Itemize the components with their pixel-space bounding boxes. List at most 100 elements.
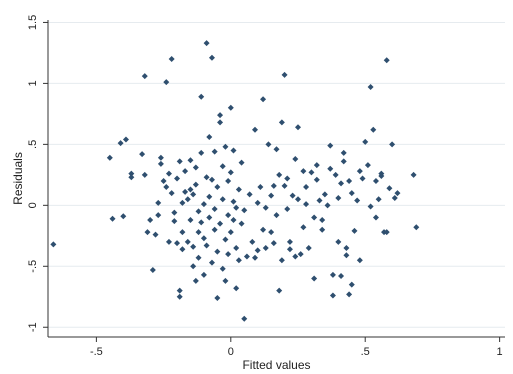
data-point — [270, 240, 277, 247]
data-point — [270, 182, 277, 189]
data-point — [208, 259, 215, 266]
data-point — [219, 163, 226, 170]
data-point — [281, 71, 288, 78]
data-point — [208, 54, 215, 61]
data-point — [251, 126, 258, 133]
data-point — [340, 149, 347, 156]
data-point — [297, 251, 304, 258]
data-point — [225, 212, 232, 219]
data-point — [313, 176, 320, 183]
data-point — [157, 154, 164, 161]
y-tick-label: 1.5 — [27, 15, 39, 30]
data-point — [311, 275, 318, 282]
data-point — [278, 119, 285, 126]
data-point — [276, 171, 283, 178]
data-point — [106, 154, 113, 161]
data-point — [227, 169, 234, 176]
data-point — [354, 197, 361, 204]
data-point — [174, 175, 181, 182]
data-point — [217, 112, 224, 119]
data-point — [187, 216, 194, 223]
data-point — [260, 96, 267, 103]
data-point — [340, 158, 347, 165]
data-point — [206, 134, 213, 141]
data-point — [214, 248, 221, 255]
data-point — [338, 180, 345, 187]
data-point — [343, 252, 350, 259]
data-point — [198, 219, 205, 226]
data-point — [321, 191, 328, 198]
data-point — [163, 184, 170, 191]
data-point — [383, 57, 390, 64]
data-point — [338, 273, 345, 280]
x-tick-label: -.5 — [90, 346, 103, 358]
data-point — [268, 229, 275, 236]
data-point — [364, 162, 371, 169]
data-point — [332, 171, 339, 178]
data-point — [190, 191, 197, 198]
data-point — [281, 182, 288, 189]
data-point — [413, 224, 420, 231]
axes: -.5 0 .5 1 -1 -.5 0 .5 1 1.5 — [27, 15, 505, 358]
data-point — [163, 79, 170, 86]
data-point — [249, 238, 256, 245]
data-point — [233, 244, 240, 251]
data-point — [184, 238, 191, 245]
gridlines — [48, 21, 505, 328]
data-point — [230, 198, 237, 205]
data-point — [375, 196, 382, 203]
data-point — [50, 241, 57, 248]
data-point — [276, 287, 283, 294]
data-point — [389, 141, 396, 148]
data-point — [139, 151, 146, 158]
data-point — [217, 119, 224, 126]
data-point — [241, 207, 248, 214]
data-point — [192, 277, 199, 284]
data-point — [378, 173, 385, 180]
data-point — [211, 205, 218, 212]
data-point — [171, 209, 178, 216]
data-point — [203, 242, 210, 249]
data-point — [300, 168, 307, 175]
data-point — [346, 291, 353, 298]
data-point — [235, 257, 242, 264]
data-point — [313, 162, 320, 169]
data-point — [305, 244, 312, 251]
data-point — [155, 199, 162, 206]
data-point — [211, 148, 218, 155]
data-point — [227, 229, 234, 236]
data-point — [208, 176, 215, 183]
data-point — [289, 192, 296, 199]
data-point — [335, 238, 342, 245]
y-tick-label: -1 — [27, 322, 39, 332]
data-point — [351, 227, 358, 234]
data-point — [176, 158, 183, 165]
data-point — [359, 175, 366, 182]
data-point — [394, 190, 401, 197]
data-point — [278, 257, 285, 264]
data-point — [251, 254, 258, 261]
data-point — [295, 124, 302, 131]
data-point — [238, 159, 245, 166]
data-point — [174, 240, 181, 247]
data-point — [284, 175, 291, 182]
data-point — [187, 186, 194, 193]
data-point — [141, 73, 148, 80]
data-point — [195, 229, 202, 236]
data-point — [171, 218, 178, 225]
data-point — [219, 196, 226, 203]
y-tick-label: .5 — [27, 140, 39, 149]
data-point — [128, 170, 135, 177]
data-point — [187, 157, 194, 164]
data-point — [214, 294, 221, 301]
data-point — [200, 201, 207, 208]
x-axis-title: Fitted values — [242, 358, 310, 372]
data-point — [327, 142, 334, 149]
data-point — [122, 136, 129, 143]
data-point — [362, 138, 369, 145]
data-point — [149, 266, 156, 273]
data-point — [230, 147, 237, 154]
data-point — [192, 181, 199, 188]
